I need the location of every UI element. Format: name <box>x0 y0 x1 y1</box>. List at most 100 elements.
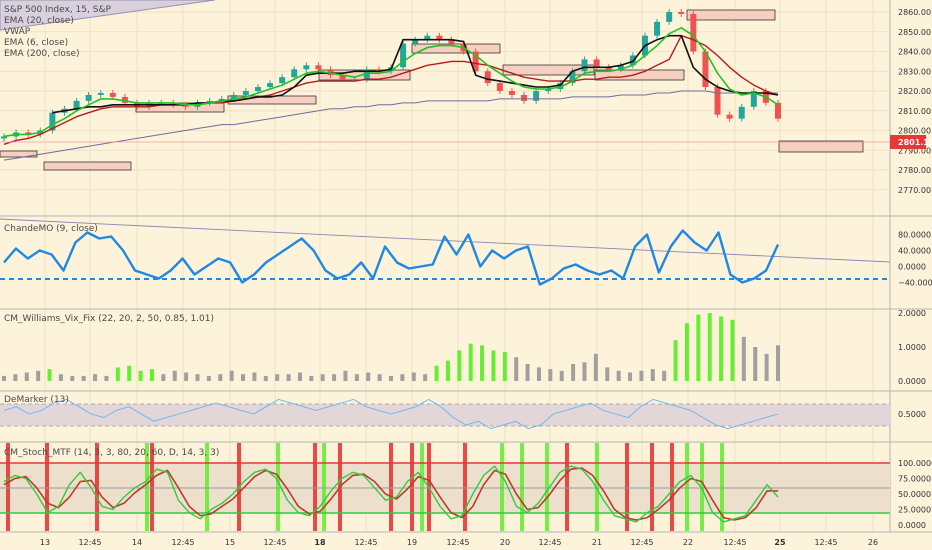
candle-body <box>496 83 503 91</box>
vix-fix-panel[interactable]: CM_Williams_Vix_Fix (22, 20, 2, 50, 0.85… <box>2 309 926 386</box>
vix-bar <box>502 352 507 381</box>
candle-body <box>182 104 189 107</box>
candle-body <box>363 69 370 80</box>
time-tick: 26 <box>868 538 878 547</box>
vix-bar <box>377 374 382 381</box>
vix-bar <box>776 345 780 381</box>
stoch-signal-bar <box>205 443 209 531</box>
cmo-tick: −40.0000 <box>898 279 932 288</box>
ema6-line <box>3 26 779 138</box>
last-price-tag <box>890 135 926 149</box>
vix-bar <box>70 375 75 381</box>
price-axis[interactable]: 2860.00 2850.00 2840.00 2830.00 2820.00 2810.… <box>898 8 931 195</box>
candle-body <box>569 71 576 84</box>
candle-body <box>170 102 177 105</box>
price-tick: 2800.00 <box>898 127 931 136</box>
vix-bar <box>36 370 41 381</box>
candle-body <box>97 92 104 95</box>
candle-body <box>593 59 600 68</box>
vix-bar <box>320 374 325 381</box>
candle-body <box>218 98 225 101</box>
stoch-signal-bar <box>389 443 393 531</box>
vix-bar <box>764 353 769 381</box>
panel-separators <box>0 0 932 533</box>
price-legend-item: VWAP <box>4 27 31 37</box>
vix-bar <box>241 374 246 381</box>
price-tick: 2820.00 <box>898 87 931 96</box>
time-tick: 12:45 <box>171 538 194 547</box>
time-tick: 12:45 <box>538 538 561 547</box>
candle-body <box>375 69 382 72</box>
candle-body <box>291 69 298 78</box>
stoch-tick: 50.0000 <box>898 490 931 499</box>
vix-bar <box>149 369 154 381</box>
vix-bar <box>650 369 655 381</box>
vix-bar <box>161 374 166 381</box>
vix-bar <box>309 375 314 381</box>
candle-body <box>73 100 80 109</box>
vix-bar <box>411 372 416 381</box>
price-tick: 2790.00 <box>898 146 931 155</box>
vix-tick: 2.0000 <box>898 309 926 318</box>
vix-bar <box>286 374 291 381</box>
demarker-axis: 0.5000 <box>898 410 926 419</box>
vix-bar <box>536 367 541 381</box>
vix-bar <box>275 374 280 381</box>
stoch-mtf-panel[interactable]: CM_Stoch_MTF (14, 3, 3, 80, 20, 60, D, 1… <box>0 443 932 531</box>
cmo-trendline <box>0 218 891 263</box>
price-tick: 2840.00 <box>898 48 931 57</box>
chande-mo-panel[interactable]: ChandeMO (9, close) 80.0000 40.0000 0.0000… <box>0 218 932 288</box>
candle-body <box>109 92 116 97</box>
vix-tick: 0.0000 <box>898 377 926 386</box>
cmo-tick: 80.0000 <box>898 231 931 240</box>
vix-bar <box>332 374 337 381</box>
stoch-tick: 0.0000 <box>898 521 926 530</box>
time-tick: 18 <box>314 538 326 547</box>
zone-box <box>686 9 776 21</box>
demarker-tick: 0.5000 <box>898 410 926 419</box>
vix-bar <box>719 316 724 381</box>
zone-box <box>778 140 864 153</box>
demarker-legend: DeMarker (13) <box>4 395 69 405</box>
vix-bar <box>389 375 393 381</box>
vix-bar <box>58 374 63 381</box>
candle-body <box>267 83 274 88</box>
vix-bar <box>514 357 519 381</box>
candle-body <box>702 51 709 88</box>
vix-bar <box>548 369 553 381</box>
stoch-signal-bar <box>276 443 280 531</box>
vix-bar <box>252 372 257 381</box>
vix-bar <box>172 370 177 381</box>
vix-bar <box>662 370 667 381</box>
candle-body <box>448 39 455 44</box>
candle-body <box>327 69 334 76</box>
vix-bar <box>605 367 610 381</box>
vix-bar <box>104 375 109 381</box>
time-axis[interactable]: 13 12:45 14 12:45 15 12:45 18 12:45 19 12:45 20 12:… <box>40 538 878 547</box>
time-tick: 19 <box>407 538 417 547</box>
price-legend-item: EMA (20, close) <box>4 16 74 26</box>
candle-body <box>339 75 346 80</box>
demarker-panel[interactable]: DeMarker (13) 0.5000 <box>0 395 926 430</box>
vix-bar <box>434 365 439 381</box>
time-tick: 13 <box>40 538 50 547</box>
vix-bar <box>47 369 52 381</box>
candle-body <box>508 91 515 95</box>
time-tick: 12:45 <box>814 538 837 547</box>
time-tick: 15 <box>225 538 235 547</box>
vix-bar <box>2 375 6 381</box>
candle-body <box>436 35 443 40</box>
stoch-signal-bar <box>410 443 414 531</box>
candle-body <box>242 91 249 95</box>
cmo-tick: 0.0000 <box>898 263 926 272</box>
vix-bar <box>639 370 644 381</box>
stoch-signal-bar <box>545 443 549 531</box>
zone-box <box>0 150 38 158</box>
candle-body <box>738 106 745 119</box>
time-tick: 12:45 <box>723 538 746 547</box>
vix-bar <box>730 319 735 381</box>
vix-bar <box>571 364 576 381</box>
stoch-d-line <box>3 467 778 521</box>
